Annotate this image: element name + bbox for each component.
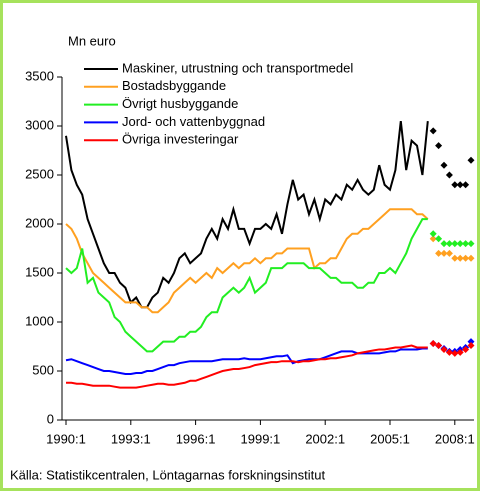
- legend-label: Maskiner, utrustning och transportmedel: [122, 60, 353, 75]
- y-tick-label: 3000: [25, 117, 54, 132]
- forecast-marker: [445, 249, 453, 257]
- x-tick-label: 2002:1: [305, 431, 345, 446]
- forecast-marker: [429, 340, 437, 348]
- series-line: [65, 347, 428, 375]
- y-axis-label: Mn euro: [68, 33, 116, 48]
- forecast-marker: [429, 235, 437, 243]
- forecast-marker: [467, 156, 475, 164]
- forecast-marker: [451, 181, 459, 189]
- forecast-marker: [445, 171, 453, 179]
- forecast-marker: [429, 230, 437, 238]
- series-line: [65, 120, 429, 309]
- forecast-marker: [467, 338, 475, 346]
- series-line: [65, 208, 429, 314]
- forecast-marker: [456, 181, 464, 189]
- forecast-marker: [429, 127, 437, 135]
- forecast-marker: [435, 142, 443, 150]
- forecast-marker: [462, 254, 470, 262]
- forecast-marker: [462, 240, 470, 248]
- legend-label: Bostadsbyggande: [122, 78, 226, 93]
- forecast-marker: [440, 161, 448, 169]
- legend-label: Övrigt husbyggande: [122, 96, 238, 111]
- forecast-marker: [435, 235, 443, 243]
- legend-label: Jord- och vattenbyggnad: [122, 114, 265, 129]
- y-tick-label: 500: [32, 362, 54, 377]
- y-tick-label: 2000: [25, 215, 54, 230]
- x-tick-label: 1996:1: [176, 431, 216, 446]
- series-line: [66, 344, 428, 389]
- legend-label: Övriga investeringar: [122, 132, 239, 147]
- forecast-marker: [467, 342, 475, 350]
- y-tick-label: 2500: [25, 166, 54, 181]
- x-tick-label: 1990:1: [46, 431, 86, 446]
- y-tick-label: 3500: [25, 68, 54, 83]
- x-tick-label: 2008:1: [435, 431, 475, 446]
- forecast-marker: [462, 345, 470, 353]
- forecast-marker: [451, 240, 459, 248]
- forecast-marker: [467, 240, 475, 248]
- forecast-marker: [440, 345, 448, 353]
- forecast-marker: [435, 249, 443, 257]
- forecast-marker: [456, 240, 464, 248]
- forecast-marker: [456, 348, 464, 356]
- forecast-marker: [451, 349, 459, 357]
- forecast-marker: [445, 348, 453, 356]
- source: Källa: Statistikcentralen, Löntagarnas f…: [10, 467, 325, 482]
- series-line: [65, 218, 428, 353]
- forecast-marker: [440, 249, 448, 257]
- x-tick-label: 1993:1: [111, 431, 151, 446]
- y-tick-label: 1500: [25, 264, 54, 279]
- forecast-marker: [456, 254, 464, 262]
- forecast-marker: [467, 254, 475, 262]
- forecast-marker: [445, 240, 453, 248]
- x-tick-label: 1999:1: [241, 431, 281, 446]
- x-tick-label: 2005:1: [370, 431, 410, 446]
- forecast-marker: [462, 181, 470, 189]
- forecast-marker: [451, 254, 459, 262]
- y-tick-label: 1000: [25, 313, 54, 328]
- y-tick-label: 0: [47, 411, 54, 426]
- forecast-marker: [435, 342, 443, 350]
- forecast-marker: [440, 240, 448, 248]
